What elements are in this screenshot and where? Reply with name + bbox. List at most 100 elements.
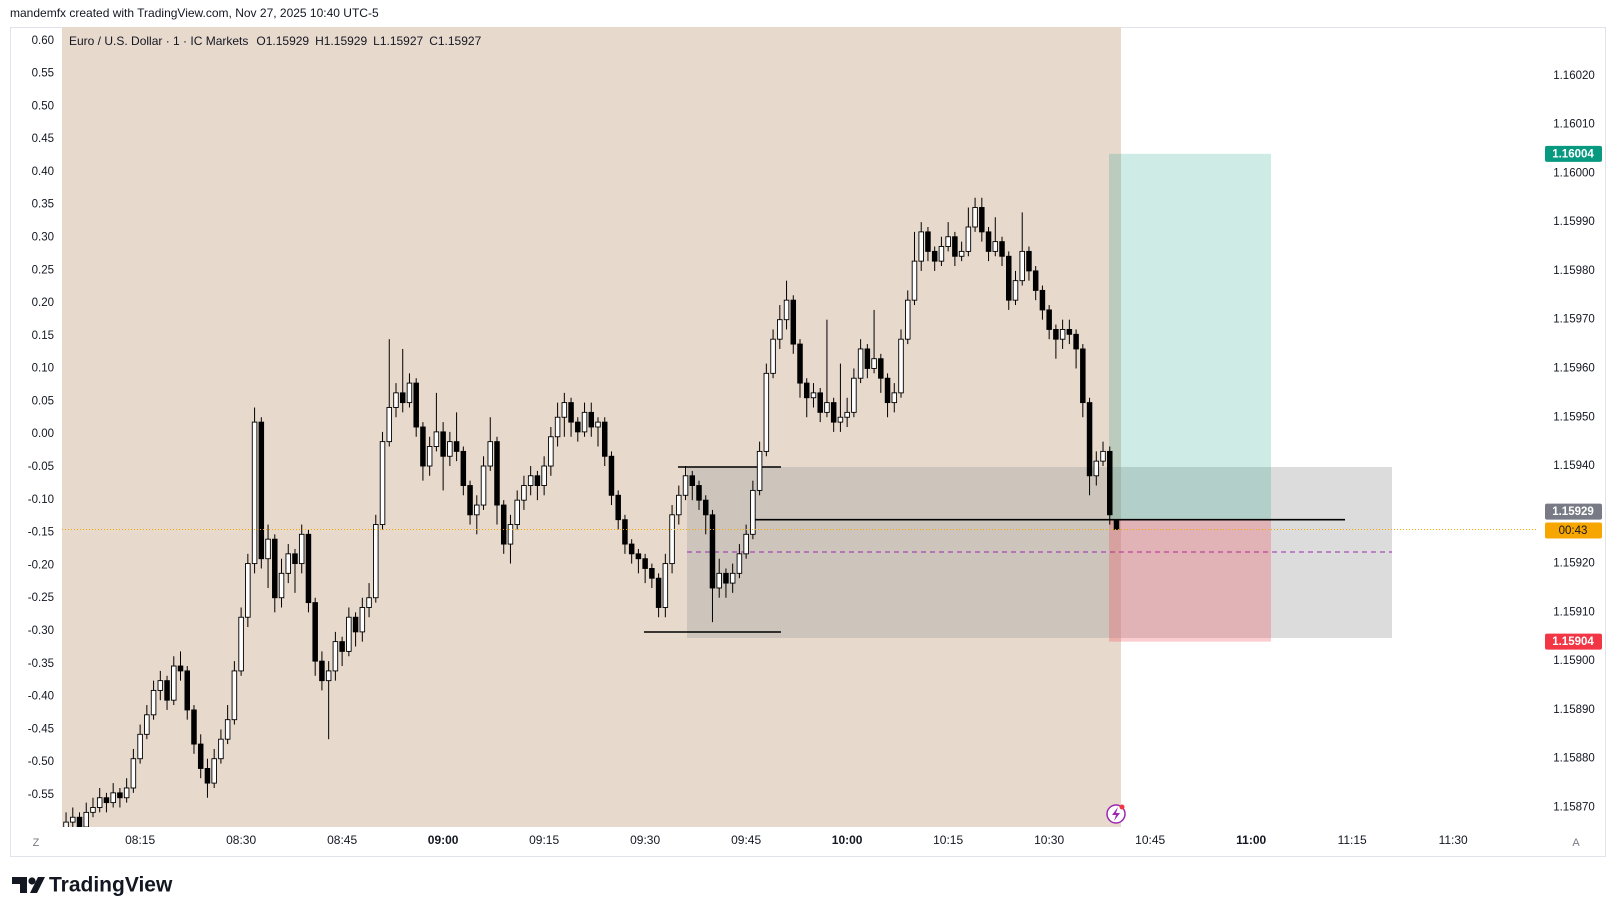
candle-body [527, 475, 534, 486]
corner-z[interactable]: Z [33, 837, 40, 849]
candle-body [359, 607, 366, 633]
candle-body [278, 572, 285, 599]
candle-body [1032, 270, 1039, 291]
candle-body [669, 514, 675, 565]
y-tick-label: 1.15970 [1553, 314, 1595, 326]
y2-tick-label: 0.35 [32, 199, 54, 211]
candle-body [272, 538, 278, 599]
y2-tick-label: 0.20 [32, 297, 54, 309]
candle-body [601, 421, 608, 457]
candle-body [144, 714, 150, 735]
candle-body [393, 392, 399, 408]
candle-body [467, 485, 473, 516]
candle-body [63, 821, 69, 827]
candle-body [1080, 348, 1086, 404]
candle-body [426, 446, 433, 467]
candle-body [635, 553, 642, 560]
candle-body [1012, 280, 1019, 301]
candle-body [164, 680, 170, 701]
brand-logo: TradingView [12, 874, 173, 897]
candle-body [992, 241, 999, 252]
candle-body [406, 382, 413, 404]
candle-body [366, 597, 372, 608]
candle-body [777, 319, 783, 340]
y2-tick-label: 0.00 [32, 428, 54, 440]
alert-icon [1106, 804, 1126, 824]
candle-body [958, 250, 965, 257]
candle-body [729, 572, 736, 584]
candle-body [857, 348, 864, 379]
y2-tick-label: -0.40 [28, 691, 54, 703]
candle-body [723, 572, 729, 584]
loss-zone [1109, 519, 1271, 642]
candle-body [218, 738, 224, 760]
y-tick-label: 1.15980 [1553, 265, 1595, 277]
candle-body [204, 768, 211, 784]
candle-body [1053, 328, 1059, 340]
position-tool [753, 153, 1345, 642]
y2-tick-label: 0.05 [32, 395, 54, 407]
candle-body [898, 338, 904, 394]
candle-body [117, 792, 123, 799]
candle-body [965, 226, 972, 252]
countdown: 00:43 [1559, 525, 1588, 537]
corner-a[interactable]: A [1572, 837, 1580, 849]
candle-body [103, 797, 110, 804]
y-tick-label: 1.16020 [1553, 70, 1595, 82]
legend-value: H1.15929 [315, 34, 367, 48]
candle-body [1073, 333, 1079, 350]
candle-body [864, 348, 871, 369]
candle-body [736, 553, 743, 574]
y-tick-label: 1.15920 [1553, 558, 1595, 570]
stop-loss-tag: 1.15904 [1552, 636, 1594, 648]
y-tick-label: 1.15880 [1553, 753, 1595, 765]
countdown-bg [1545, 522, 1602, 539]
candle-body [379, 441, 386, 526]
legend-value: L1.15927 [373, 34, 423, 48]
candle-body [979, 207, 985, 233]
candle-body [689, 475, 696, 486]
candle-body [420, 426, 426, 467]
candle-body [851, 377, 857, 413]
candle-body [231, 670, 238, 721]
candle-body [1046, 309, 1052, 330]
candle-body [649, 568, 655, 579]
candle-body [494, 441, 500, 506]
candle-body [386, 407, 393, 443]
candle-body [548, 436, 554, 467]
candle-body [884, 377, 891, 404]
candle-body [891, 392, 898, 404]
candle-body [352, 616, 359, 633]
candle-body [76, 816, 83, 827]
x-tick-label: 08:30 [226, 833, 256, 847]
axes: 1.15870 1.15880 1.15890 1.15900 1.15910 1.159… [28, 35, 1602, 847]
x-tick-label: 09:00 [428, 833, 459, 847]
candle-body [1026, 250, 1032, 272]
candle-body [224, 719, 231, 740]
y2-tick-label: -0.35 [28, 658, 54, 670]
y-tick-label: 1.15870 [1553, 802, 1595, 814]
candle-body [521, 485, 527, 501]
x-tick-label: 09:45 [731, 833, 761, 847]
candle-body [258, 421, 265, 560]
y2-tick-label: -0.15 [28, 527, 54, 539]
candle-body [844, 411, 850, 418]
x-tick-label: 08:45 [327, 833, 357, 847]
x-tick-label: 11:00 [1236, 833, 1266, 847]
x-tick-label: 11:30 [1439, 833, 1468, 847]
candle-body [96, 797, 103, 808]
candle-body [292, 553, 298, 565]
candle-body [1019, 250, 1025, 282]
candle-body [285, 553, 292, 574]
candle-body [157, 680, 164, 691]
y2-tick-label: 0.40 [32, 166, 54, 178]
symbol: Euro / U.S. Dollar · 1 · IC Markets [69, 34, 248, 48]
candle-body [642, 558, 648, 569]
candle-body [177, 665, 184, 672]
candle-body [1107, 450, 1113, 516]
candle-body [931, 250, 938, 262]
x-tick-label: 10:15 [933, 833, 963, 847]
y2-tick-label: -0.30 [28, 625, 54, 637]
candle-body [581, 411, 588, 433]
